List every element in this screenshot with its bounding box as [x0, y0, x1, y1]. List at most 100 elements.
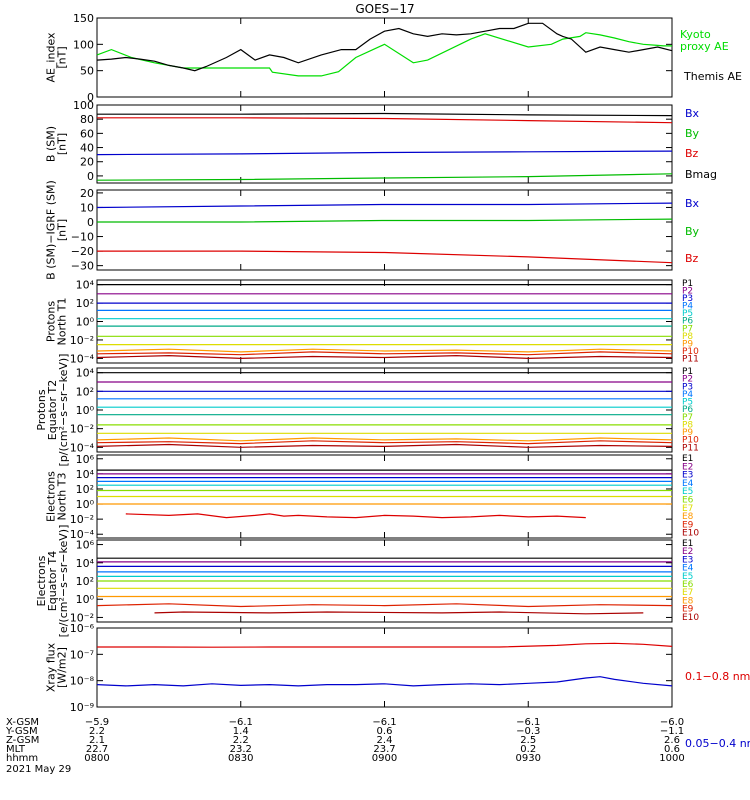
legend-entry: P3 [682, 294, 693, 304]
y-tick-label: 10⁻⁹ [70, 701, 94, 714]
y-tick-label: 10² [76, 297, 94, 310]
y-tick-label: 10² [76, 575, 94, 588]
x-row-value: 2.5 [520, 735, 536, 746]
legend-entry: P2 [682, 287, 693, 297]
series-line-pnt-p9 [96, 348, 673, 353]
legend-entry: E8 [682, 596, 694, 606]
legend-entry: Bx [685, 107, 700, 120]
y-axis-label: B (SM)−IGRF (SM) [45, 180, 58, 280]
panel-xray: 10⁻⁹ 10⁻⁸ 10⁻⁷ 10⁻⁶ Xray flux[W/m2] 0.1−0.8 n… [45, 622, 750, 750]
legend-entry: P9 [682, 339, 693, 349]
y-tick-label: 10⁰ [76, 593, 95, 606]
legend-entry: P5 [682, 398, 693, 408]
legend-entry: P7 [682, 324, 693, 334]
legend-entry: Kyoto [680, 28, 711, 41]
legend-entry: P3 [682, 382, 693, 392]
y-tick-label: 10² [76, 483, 94, 496]
legend-entry: E6 [682, 496, 694, 506]
y-tick-label: 20 [80, 156, 94, 169]
y-tick-label: 10⁻⁴ [70, 441, 95, 454]
y-axis-label: North T1 [56, 298, 69, 346]
series-line-bigrf-bz [97, 250, 673, 264]
x-row-value: 23.2 [230, 744, 252, 755]
legend-entry: P8 [682, 332, 693, 342]
series-line-pnt-p10 [96, 351, 673, 356]
legend-entry: P10 [682, 347, 699, 357]
legend-entry: P2 [682, 375, 693, 385]
y-tick-label: −30 [71, 260, 94, 273]
y-axis-label: [W/m2] [56, 647, 69, 688]
y-tick-label: 10⁻² [70, 513, 94, 526]
y-tick-label: 10⁻⁶ [70, 622, 95, 635]
y-tick-label: 10⁴ [76, 367, 95, 380]
y-tick-label: 10⁻² [70, 334, 94, 347]
series-line-ae-themis-ae [96, 22, 673, 72]
legend-entry: P5 [682, 309, 693, 319]
y-axis-label: Xray flux [45, 642, 58, 692]
series-line-pet-p9 [96, 437, 673, 442]
series-line-ae-kyoto-proxy-ae [96, 32, 672, 77]
legend-entry: Bx [685, 197, 700, 210]
y-tick-label: 0 [87, 216, 94, 229]
x-axis-table: X-GSM −5.9 −6.1 −6.1 −6.1 −6.0Y-GSM 2.2 1.4 0.6−… [5, 717, 685, 775]
y-axis-label: [nT] [56, 133, 69, 155]
legend-entry: E4 [682, 479, 694, 489]
legend-entry: P6 [682, 405, 693, 415]
y-tick-label: 150 [73, 12, 94, 25]
legend-entry: Bz [685, 147, 699, 160]
series-line-xray-0-1-0-8-nm [97, 642, 673, 648]
series-line-bigrf-bx [96, 202, 673, 209]
y-axis-label: Electrons [35, 555, 48, 606]
x-row-value: 0930 [516, 753, 541, 764]
x-row-value: 1000 [659, 753, 684, 764]
panel-frame [96, 627, 673, 708]
y-tick-label: 10⁻⁴ [70, 352, 95, 365]
y-axis-label: Equator T2 [46, 380, 59, 440]
y-tick-label: 10⁴ [76, 468, 95, 481]
chart-title: GOES−17 [355, 2, 414, 16]
legend-entry: P11 [682, 443, 699, 453]
legend-entry: 0.1−0.8 nm [685, 670, 750, 683]
y-axis-label: [nT] [56, 219, 69, 241]
legend-entry: proxy AE [680, 40, 729, 53]
legend-entry: P8 [682, 420, 693, 430]
y-tick-label: 10⁻⁸ [70, 675, 95, 688]
y-tick-label: 10⁻⁷ [70, 648, 94, 661]
y-tick-label: 10⁻⁴ [70, 528, 95, 541]
x-row-value: 1.4 [233, 726, 249, 737]
y-tick-label: 100 [73, 99, 94, 112]
x-row-label: MLT [6, 744, 26, 755]
x-row-value: 0.6 [377, 726, 393, 737]
x-row-value: −6.0 [660, 717, 684, 728]
x-row-value: −0.3 [516, 726, 540, 737]
y-tick-label: 10⁰ [76, 498, 95, 511]
legend-entry: E5 [682, 487, 693, 497]
series-line-bsm-bz [97, 117, 673, 124]
y-axis-label: Equator T4 [46, 551, 59, 611]
legend-entry: P1 [682, 367, 693, 377]
x-row-value: 2.2 [89, 726, 105, 737]
x-row-label: hhmm [6, 753, 38, 764]
y-tick-label: −20 [71, 245, 94, 258]
y-axis-label: Electrons [45, 471, 58, 522]
y-tick-label: 10⁻² [70, 611, 94, 624]
legend-entry: E6 [682, 580, 694, 590]
y-tick-label: 0 [87, 91, 94, 104]
date-label: 2021 May 29 [6, 764, 71, 775]
legend-entry: E7 [682, 588, 693, 598]
y-tick-label: 40 [80, 142, 94, 155]
series-line-pet-p10 [96, 440, 673, 445]
legend-entry: By [685, 127, 700, 140]
x-row-label: X-GSM [6, 717, 39, 728]
legend-entry: P11 [682, 354, 699, 364]
x-row-label: Z-GSM [6, 735, 39, 746]
y-axis-label: North T3 [56, 473, 69, 521]
x-row-value: −6.1 [372, 717, 396, 728]
x-row-value: −6.1 [229, 717, 253, 728]
series-line-eet-e9 [96, 603, 673, 608]
x-row-value: 0900 [372, 753, 397, 764]
legend-entry: E1 [682, 539, 693, 549]
